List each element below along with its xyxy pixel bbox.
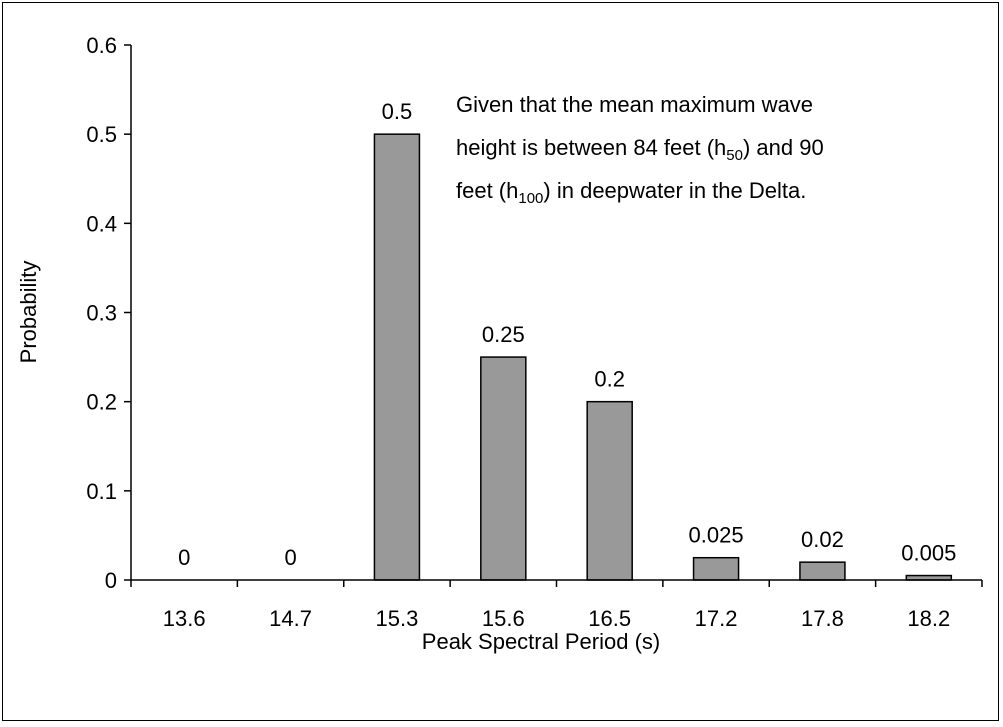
y-tick-label: 0.1 <box>86 479 117 504</box>
bar <box>373 133 421 581</box>
x-tick-label: 15.6 <box>482 606 525 631</box>
annotation-line-2: height is between 84 feet (h50) and 90 <box>456 135 824 164</box>
bars <box>373 133 953 581</box>
data-label: 0.5 <box>382 99 413 124</box>
data-label: 0 <box>178 545 190 570</box>
bar <box>586 400 633 581</box>
data-label: 0 <box>284 545 296 570</box>
y-tick-label: 0.3 <box>86 301 117 326</box>
bar-chart: 0 0.1 0.2 0.3 0.4 0.5 0.6 13.6 14.7 15.3 15.6 16.5… <box>16 33 983 654</box>
data-label: 0.25 <box>482 322 525 347</box>
x-axis-title: Peak Spectral Period (s) <box>422 629 660 654</box>
y-tick-label: 0.2 <box>86 390 117 415</box>
y-tick-label: 0.5 <box>86 122 117 147</box>
x-tick-label: 13.6 <box>163 606 206 631</box>
x-tick-label: 17.2 <box>695 606 738 631</box>
x-tick-label: 15.3 <box>376 606 419 631</box>
y-tick-label: 0.4 <box>86 211 117 236</box>
data-label: 0.02 <box>801 527 844 552</box>
y-tick-label: 0.6 <box>86 33 117 58</box>
data-label: 0.2 <box>594 367 625 392</box>
annotation-line-3: feet (h100) in deepwater in the Delta. <box>456 178 806 207</box>
y-axis-title: Probability <box>16 261 41 364</box>
x-axis-ticks: 13.6 14.7 15.3 15.6 16.5 17.2 17.8 18.2 <box>130 580 983 631</box>
x-tick-label: 14.7 <box>269 606 312 631</box>
bar <box>480 356 527 581</box>
data-label: 0.025 <box>689 523 744 548</box>
bar <box>692 556 740 581</box>
x-tick-label: 16.5 <box>588 606 631 631</box>
x-tick-label: 17.8 <box>801 606 844 631</box>
data-label: 0.005 <box>901 541 956 566</box>
x-tick-label: 18.2 <box>907 606 950 631</box>
bar <box>799 561 846 581</box>
y-tick-label: 0 <box>105 568 117 593</box>
annotation: Given that the mean maximum wave height … <box>456 92 824 207</box>
data-labels: 0 0 0.5 0.25 0.2 0.025 0.02 0.005 <box>178 99 956 570</box>
y-axis-ticks: 0 0.1 0.2 0.3 0.4 0.5 0.6 <box>86 33 131 593</box>
annotation-line-1: Given that the mean maximum wave <box>456 92 813 117</box>
